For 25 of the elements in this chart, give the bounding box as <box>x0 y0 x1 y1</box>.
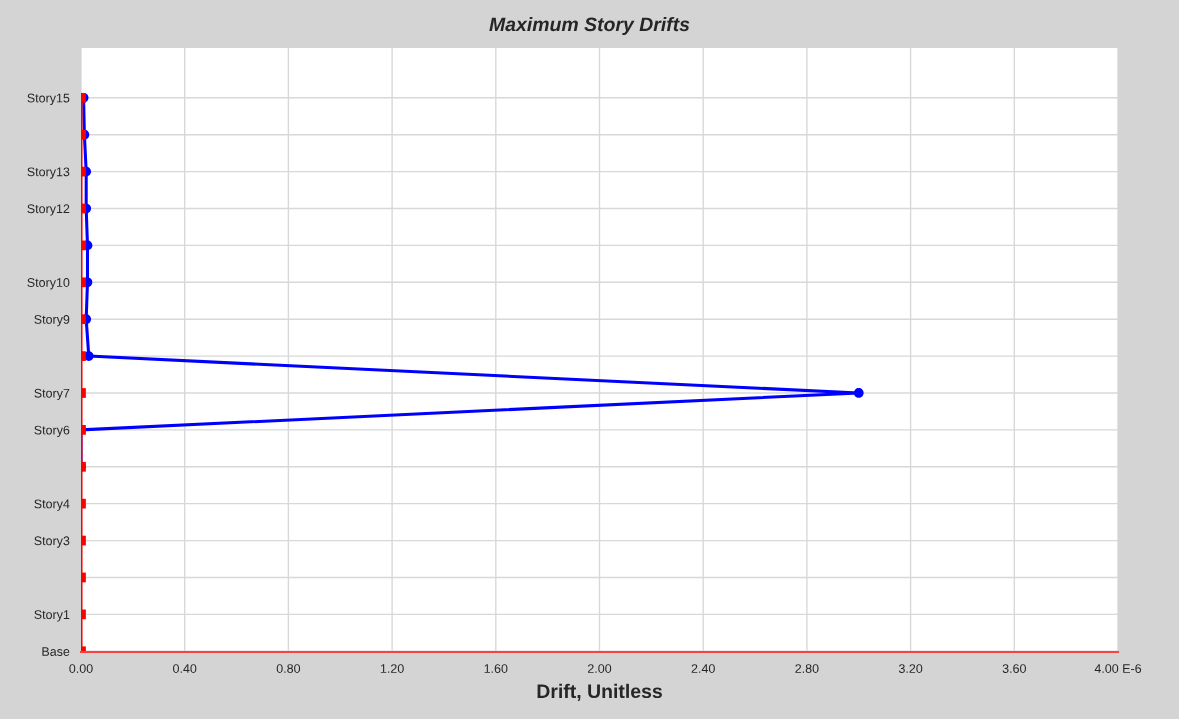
y-tick-label: Story3 <box>34 536 70 548</box>
point <box>853 388 864 398</box>
x-tick-label: 2.00 <box>587 664 612 673</box>
x-tick-label: 2.80 <box>795 664 819 673</box>
x-tick-label: 1.20 <box>380 664 404 673</box>
x-tick-label: 2.40 <box>691 664 715 673</box>
y-tick-label: Story15 <box>27 93 70 105</box>
x-tick-label: 0.00 <box>69 664 93 673</box>
x-axis-title: Drift, Unitless <box>537 683 662 701</box>
chart-title: Maximum Story Drifts <box>489 16 690 36</box>
x-tick-label: 1.60 <box>484 664 508 673</box>
y-tick-label: Story6 <box>34 425 70 437</box>
y-tick-label: Story7 <box>34 388 70 401</box>
x-tick-label: 3.60 <box>1002 664 1026 673</box>
y-tick-label: Story1 <box>34 610 70 622</box>
x-tick-label: 4.00 E-6 <box>1094 664 1142 673</box>
x-tick-label: 3.20 <box>898 664 923 673</box>
y-tick-label: Story4 <box>34 499 70 511</box>
y-tick-label: Story12 <box>27 204 70 216</box>
x-tick-label: 0.80 <box>276 664 301 673</box>
y-tick-label: Story9 <box>34 314 70 327</box>
x-tick-label: 0.40 <box>173 664 197 673</box>
y-tick-label: Story13 <box>27 167 70 179</box>
y-tick-label: Story10 <box>27 278 70 290</box>
y-tick-label: Base <box>42 647 70 656</box>
